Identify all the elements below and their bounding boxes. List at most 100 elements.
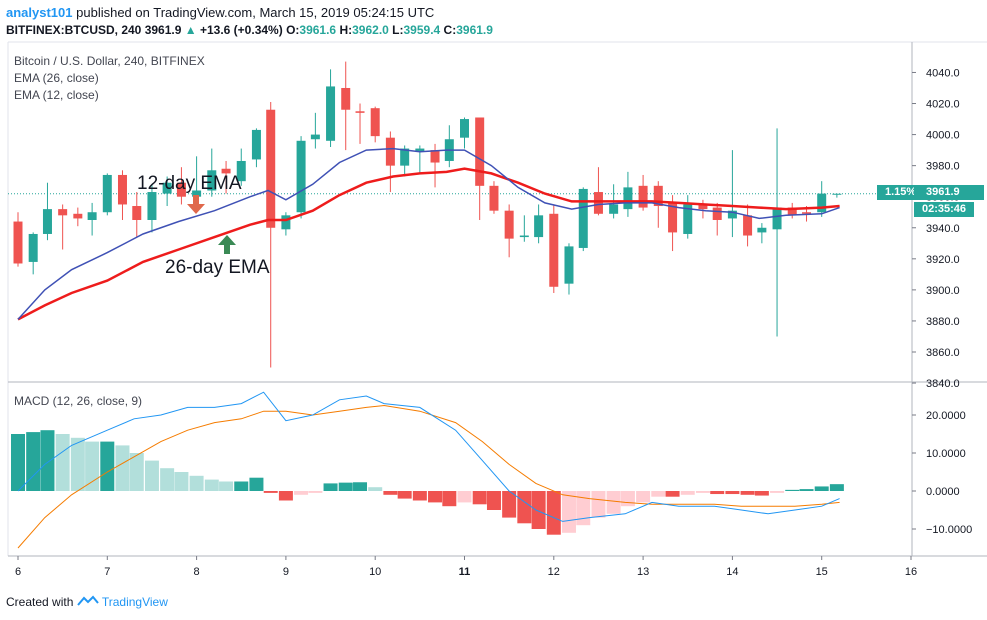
candle-body: [534, 215, 544, 238]
last-price: 3961.9: [144, 23, 182, 37]
candle-body: [102, 174, 112, 213]
candle-body: [236, 160, 246, 182]
publish-line: analyst101 published on TradingView.com,…: [6, 5, 434, 20]
macd-histogram-bar: [55, 434, 70, 491]
ema26-line: [17, 167, 840, 321]
created-with-text: Created with: [6, 595, 74, 609]
candle-body: [310, 134, 320, 140]
candle-body: [341, 87, 351, 110]
time-tick-label: 10: [369, 566, 381, 578]
macd-histogram-bar: [323, 483, 338, 491]
countdown-badge: 02:35:46: [914, 202, 974, 217]
macd-histogram-bar: [770, 491, 785, 493]
ema12-legend[interactable]: EMA (12, close): [14, 88, 99, 102]
candle-body: [73, 213, 83, 219]
candle-body: [489, 185, 499, 211]
macd-histogram-bar: [442, 491, 457, 507]
macd-histogram-bar: [725, 491, 740, 495]
candle-body: [132, 206, 142, 220]
macd-histogram-bar: [219, 481, 234, 491]
author-link[interactable]: analyst101: [6, 5, 73, 20]
price-tick-label: 4000.0: [926, 130, 960, 142]
macd-histogram-bar: [799, 489, 814, 491]
low-label: L:: [392, 23, 404, 37]
macd-histogram-bar: [115, 445, 130, 491]
candle-body: [698, 204, 708, 210]
candle-body: [609, 204, 619, 214]
candle-body: [415, 148, 425, 152]
ema26-legend[interactable]: EMA (26, close): [14, 71, 99, 85]
macd-legend[interactable]: MACD (12, 26, close, 9): [14, 394, 143, 408]
up-arrow-icon: [218, 235, 236, 254]
macd-histogram-bar: [338, 482, 353, 491]
candle-body: [385, 137, 395, 166]
published-text: published on TradingView.com, March 15, …: [76, 5, 435, 20]
candle-body: [28, 233, 38, 262]
time-tick-label: 12: [548, 566, 560, 578]
price-tick-label: 4020.0: [926, 99, 960, 111]
macd-histogram-bar: [100, 441, 115, 491]
macd-histogram-bar: [606, 491, 621, 514]
ema26-annotation: 26-day EMA: [165, 257, 270, 278]
macd-histogram-bar: [517, 491, 532, 524]
price-tick-label: 3920.0: [926, 254, 960, 266]
candle-body: [117, 174, 127, 205]
percent-badge: 1.15%: [877, 185, 919, 200]
tradingview-brand-link[interactable]: TradingView: [101, 595, 168, 609]
candle-body: [743, 215, 753, 236]
candle-body: [460, 119, 469, 138]
macd-histogram-bar: [249, 477, 264, 491]
ema12-line: [17, 147, 840, 320]
candle-body: [430, 150, 440, 163]
macd-histogram-bar: [368, 487, 383, 491]
price-badge: 3961.9: [914, 185, 984, 200]
close-label: C:: [443, 23, 457, 37]
high-value: 3962.0: [352, 23, 389, 37]
macd-histogram-bar: [11, 434, 25, 491]
low-value: 3959.4: [403, 23, 441, 37]
candle-body: [192, 190, 202, 197]
time-tick-label: 14: [726, 566, 738, 578]
macd-histogram-bar: [591, 491, 606, 518]
macd-histogram-bar: [710, 491, 725, 495]
macd-histogram-bar: [695, 491, 710, 493]
macd-histogram-bar: [412, 491, 427, 501]
annotation-arrows: [187, 195, 236, 254]
macd-tick-label: 0.0000: [926, 486, 960, 498]
candle-body: [504, 210, 514, 239]
footer: Created with TradingView: [6, 595, 168, 609]
price-tick-label: 3840.0: [926, 378, 960, 390]
macd-histogram-bar: [636, 491, 651, 503]
candle-body: [638, 185, 648, 208]
macd-histogram-bar: [85, 441, 100, 491]
macd-histogram-bar: [70, 437, 85, 491]
macd-histogram-bar: [428, 491, 443, 503]
macd-histogram-bar: [278, 491, 293, 501]
candle-body: [475, 117, 485, 186]
macd-line: [17, 391, 840, 522]
macd-histogram-bar: [204, 479, 219, 491]
candle-body: [712, 207, 722, 220]
candle-body: [802, 212, 812, 214]
macd-tick-label: 10.0000: [926, 448, 966, 460]
candle-body: [623, 187, 633, 210]
macd-histogram-bar: [546, 491, 561, 535]
candle-body: [578, 188, 588, 248]
time-tick-label: 15: [816, 566, 828, 578]
candle-body: [326, 86, 336, 141]
price-tick-label: 3880.0: [926, 316, 960, 328]
tradingview-logo-icon: [76, 595, 99, 606]
ohlc-line: BITFINEX:BTCUSD, 240 3961.9 ▲ +13.6 (+0.…: [6, 23, 493, 37]
time-tick-label: 7: [104, 566, 110, 578]
candle-body: [832, 193, 842, 195]
candle-body: [370, 108, 380, 137]
candle-body: [549, 213, 559, 287]
macd-histogram-bar: [754, 491, 769, 496]
candle-body: [207, 170, 217, 191]
macd-histogram-bar: [234, 481, 249, 491]
candle-body: [593, 192, 603, 214]
macd-histogram-bar: [785, 489, 800, 491]
candle-body: [42, 209, 52, 234]
price-tick-label: 3900.0: [926, 285, 960, 297]
candle-body: [251, 129, 261, 160]
